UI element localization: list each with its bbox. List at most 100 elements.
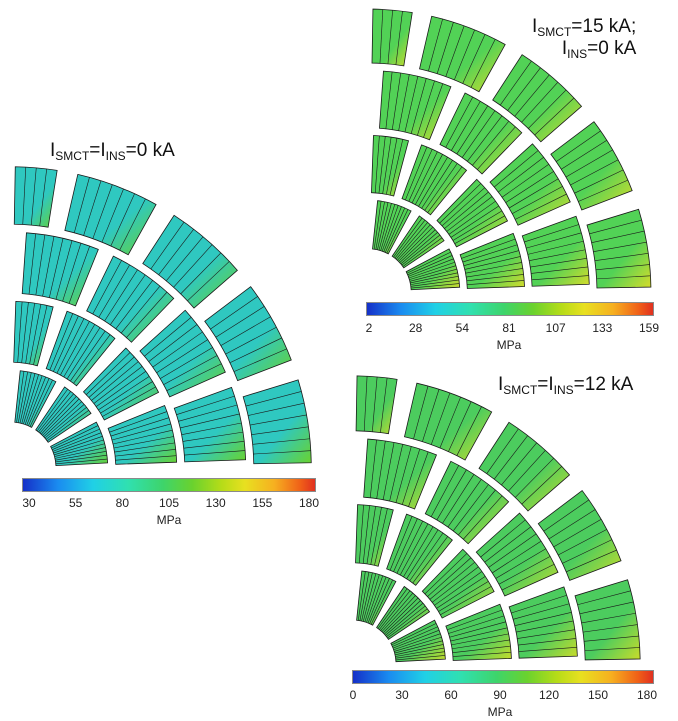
- conductor-line: [53, 315, 79, 372]
- conductor-line: [521, 81, 559, 123]
- conductor-line: [183, 441, 245, 449]
- conductor-line: [408, 261, 455, 279]
- conductor-line: [530, 258, 587, 268]
- conductor-line: [39, 393, 74, 434]
- conductor-line: [22, 167, 27, 225]
- conductor-line: [42, 398, 80, 436]
- conductor-line: [24, 375, 43, 425]
- conductor-line: [187, 261, 230, 302]
- conductor-line: [163, 355, 218, 385]
- conductor-line: [442, 474, 475, 524]
- conductor-line: [374, 135, 380, 193]
- conductor-line: [375, 201, 385, 250]
- conductor-line: [393, 217, 423, 258]
- conductor-line: [394, 644, 444, 656]
- conductor-line: [394, 640, 443, 654]
- conductor-line: [19, 372, 32, 424]
- conductor-line: [524, 224, 579, 243]
- conductor-line: [410, 78, 427, 134]
- conductor-line: [463, 495, 503, 540]
- conductor-line: [444, 191, 489, 229]
- conductor-line: [115, 455, 177, 461]
- colorbar-tick-label: 180: [636, 688, 658, 702]
- colorbar-tick-label: 30: [395, 688, 409, 702]
- conductor-line: [55, 454, 107, 463]
- conductor-line: [439, 183, 482, 224]
- conductor-line: [516, 620, 574, 633]
- conductor-line: [379, 9, 384, 64]
- conductor-line: [498, 156, 544, 193]
- conductor-line: [406, 529, 439, 579]
- conductor-line: [472, 120, 510, 166]
- conductor-line: [393, 633, 441, 651]
- conductor-line: [23, 374, 39, 425]
- coil-block: [445, 603, 512, 661]
- conductor-line: [570, 159, 619, 186]
- conductor-line: [486, 428, 519, 474]
- conductor-line: [33, 305, 48, 365]
- colorbar-tick-label: 155: [252, 496, 273, 510]
- conductor-line: [220, 316, 271, 346]
- conductor-line: [83, 180, 102, 236]
- conductor-line: [53, 436, 103, 454]
- conductor-line: [53, 439, 104, 456]
- colorbar-tick-label: 130: [205, 496, 226, 510]
- panel-title-12ka: ISMCT=IINS=12 kA: [498, 374, 633, 396]
- coil-block: [489, 143, 571, 226]
- conductor-line: [399, 523, 429, 576]
- conductor-line: [434, 571, 483, 606]
- colorbar-tick-label: 150: [587, 688, 609, 702]
- conductor-line: [180, 252, 222, 295]
- conductor-line: [225, 326, 277, 355]
- conductor-line: [427, 166, 463, 213]
- conductor-line: [454, 29, 475, 81]
- conductor-line: [376, 440, 386, 499]
- conductor-line: [500, 60, 532, 106]
- conductor-line: [579, 601, 634, 615]
- conductor-line: [160, 347, 213, 379]
- conductor-line: [378, 203, 392, 251]
- conductor-line: [68, 246, 90, 304]
- conductor-line: [401, 234, 441, 266]
- conductor-line: [492, 540, 542, 574]
- conductor-line: [29, 379, 53, 427]
- conductor-line: [501, 563, 555, 591]
- conductor-line: [424, 163, 458, 211]
- conductor-line: [430, 465, 459, 517]
- colorbar-tick-label: 28: [408, 321, 423, 335]
- conductor-line: [110, 274, 146, 325]
- coil-block: [574, 579, 641, 661]
- conductor-line: [385, 207, 406, 253]
- conductor-line: [438, 581, 489, 612]
- conductor-line: [380, 204, 396, 251]
- conductor-line: [517, 629, 575, 639]
- conductor-line: [28, 378, 50, 426]
- conductor-line: [364, 574, 380, 623]
- conductor-line: [553, 519, 602, 548]
- conductor-line: [54, 447, 106, 459]
- conductor-line: [387, 608, 428, 639]
- conductor-line: [29, 304, 42, 365]
- conductor-line: [409, 532, 444, 582]
- conductor-line: [396, 520, 424, 574]
- conductor-line: [408, 149, 433, 202]
- conductor-line: [429, 561, 475, 600]
- colorbar-smct-15ka: [366, 302, 654, 316]
- conductor-line: [252, 438, 310, 445]
- conductor-line: [461, 238, 516, 259]
- coil-block: [492, 54, 583, 143]
- coil-block: [139, 309, 226, 398]
- conductor-line: [173, 244, 213, 288]
- conductor-line: [382, 442, 395, 500]
- conductor-line: [439, 396, 461, 449]
- conductor-line: [389, 139, 404, 196]
- conductor-line: [112, 429, 173, 445]
- conductor-line: [399, 229, 436, 263]
- conductor-line: [594, 253, 649, 261]
- colorbar-tick-label: 55: [68, 496, 83, 510]
- conductor-line: [418, 156, 448, 207]
- conductor-line: [181, 422, 242, 435]
- conductor-line: [408, 258, 454, 277]
